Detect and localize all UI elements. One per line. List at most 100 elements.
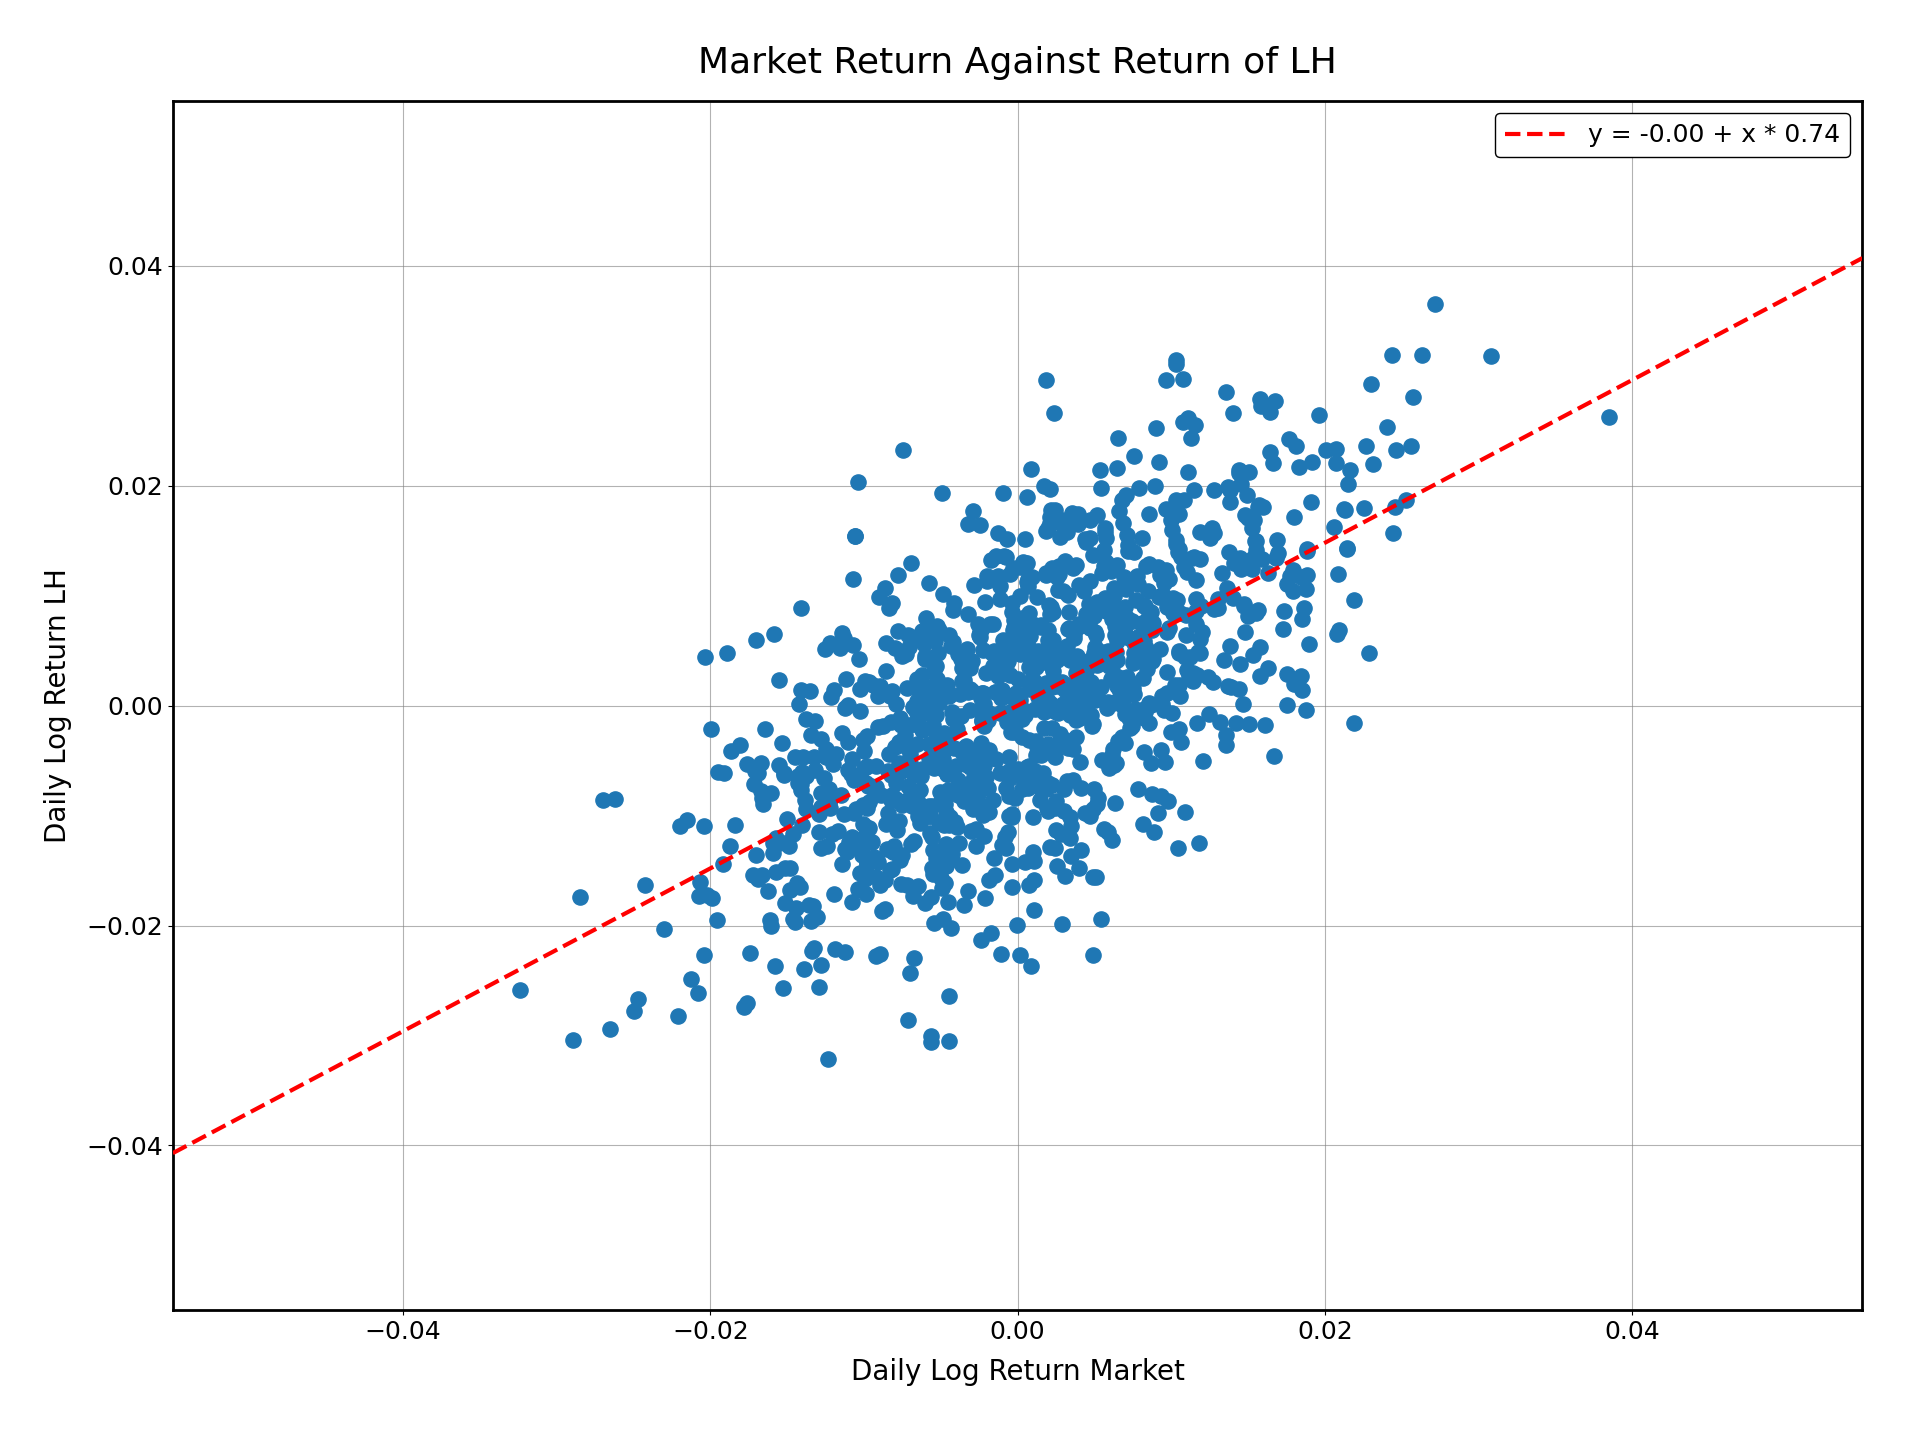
Point	[916, 795, 947, 818]
Point	[1142, 801, 1173, 824]
Point	[899, 946, 929, 969]
Point	[1091, 521, 1121, 544]
Point	[1085, 675, 1116, 698]
Point	[948, 668, 979, 691]
Point	[950, 734, 981, 757]
Point	[1150, 369, 1181, 392]
Point	[895, 635, 925, 658]
Point	[1254, 396, 1284, 419]
Point	[789, 958, 820, 981]
Point	[785, 876, 816, 899]
Point	[937, 700, 968, 723]
Point	[785, 596, 816, 619]
Point	[1379, 495, 1409, 518]
Point	[1096, 667, 1127, 690]
Point	[851, 670, 881, 693]
Point	[1079, 605, 1110, 628]
Point	[918, 675, 948, 698]
Point	[1012, 756, 1043, 779]
Point	[1288, 596, 1319, 619]
Point	[1158, 602, 1188, 625]
Point	[956, 819, 987, 842]
Point	[891, 874, 922, 897]
Point	[943, 719, 973, 742]
Point	[933, 685, 964, 708]
Point	[814, 792, 845, 815]
Point	[1164, 672, 1194, 696]
Point	[1012, 575, 1043, 598]
Point	[1087, 641, 1117, 664]
Point	[1162, 589, 1192, 612]
Point	[1058, 769, 1089, 792]
Point	[847, 837, 877, 860]
Point	[1129, 698, 1160, 721]
Point	[1102, 730, 1133, 753]
Point	[1100, 615, 1131, 638]
Point	[876, 684, 906, 707]
Point	[1356, 373, 1386, 396]
Point	[1129, 700, 1160, 723]
Point	[948, 789, 979, 812]
Point	[958, 798, 989, 821]
Point	[1112, 606, 1142, 629]
Point	[973, 701, 1004, 724]
Point	[1050, 550, 1081, 573]
Point	[1025, 613, 1056, 636]
Point	[849, 729, 879, 752]
Point	[1119, 648, 1150, 671]
Point	[753, 880, 783, 903]
Point	[1131, 657, 1162, 680]
Point	[1187, 595, 1217, 618]
Point	[1114, 706, 1144, 729]
Point	[1033, 517, 1064, 540]
Point	[998, 719, 1029, 742]
Point	[1181, 588, 1212, 611]
Point	[883, 752, 914, 775]
Point	[1012, 552, 1043, 575]
Point	[985, 685, 1016, 708]
Point	[975, 613, 1006, 636]
Point	[776, 878, 806, 901]
Point	[945, 683, 975, 706]
Point	[1064, 503, 1094, 526]
Point	[1210, 380, 1240, 403]
Point	[914, 822, 945, 845]
Point	[860, 945, 891, 968]
Point	[970, 825, 1000, 848]
Point	[791, 707, 822, 730]
Point	[1164, 541, 1194, 564]
Point	[1029, 700, 1060, 723]
Point	[947, 670, 977, 693]
Point	[1185, 520, 1215, 543]
Point	[762, 831, 793, 854]
Point	[1156, 508, 1187, 531]
Point	[1137, 694, 1167, 717]
Point	[1060, 678, 1091, 701]
Point	[885, 760, 916, 783]
Point	[1094, 588, 1125, 611]
Point	[1016, 458, 1046, 481]
Point	[877, 838, 908, 861]
Point	[818, 752, 849, 775]
Point	[1054, 806, 1085, 829]
Point	[1079, 621, 1110, 644]
Point	[1018, 648, 1048, 671]
Point	[812, 1047, 843, 1070]
Point	[960, 782, 991, 805]
Point	[916, 857, 947, 880]
Point	[1018, 841, 1048, 864]
Point	[925, 842, 956, 865]
Point	[1260, 390, 1290, 413]
Point	[1069, 528, 1100, 552]
Point	[1012, 618, 1043, 641]
Point	[1213, 540, 1244, 563]
Point	[964, 626, 995, 649]
Point	[981, 681, 1012, 704]
Point	[1292, 563, 1323, 586]
Point	[1073, 688, 1104, 711]
Point	[1094, 600, 1125, 624]
Point	[887, 793, 918, 816]
Point	[948, 893, 979, 916]
Point	[791, 765, 822, 788]
Point	[985, 762, 1016, 785]
